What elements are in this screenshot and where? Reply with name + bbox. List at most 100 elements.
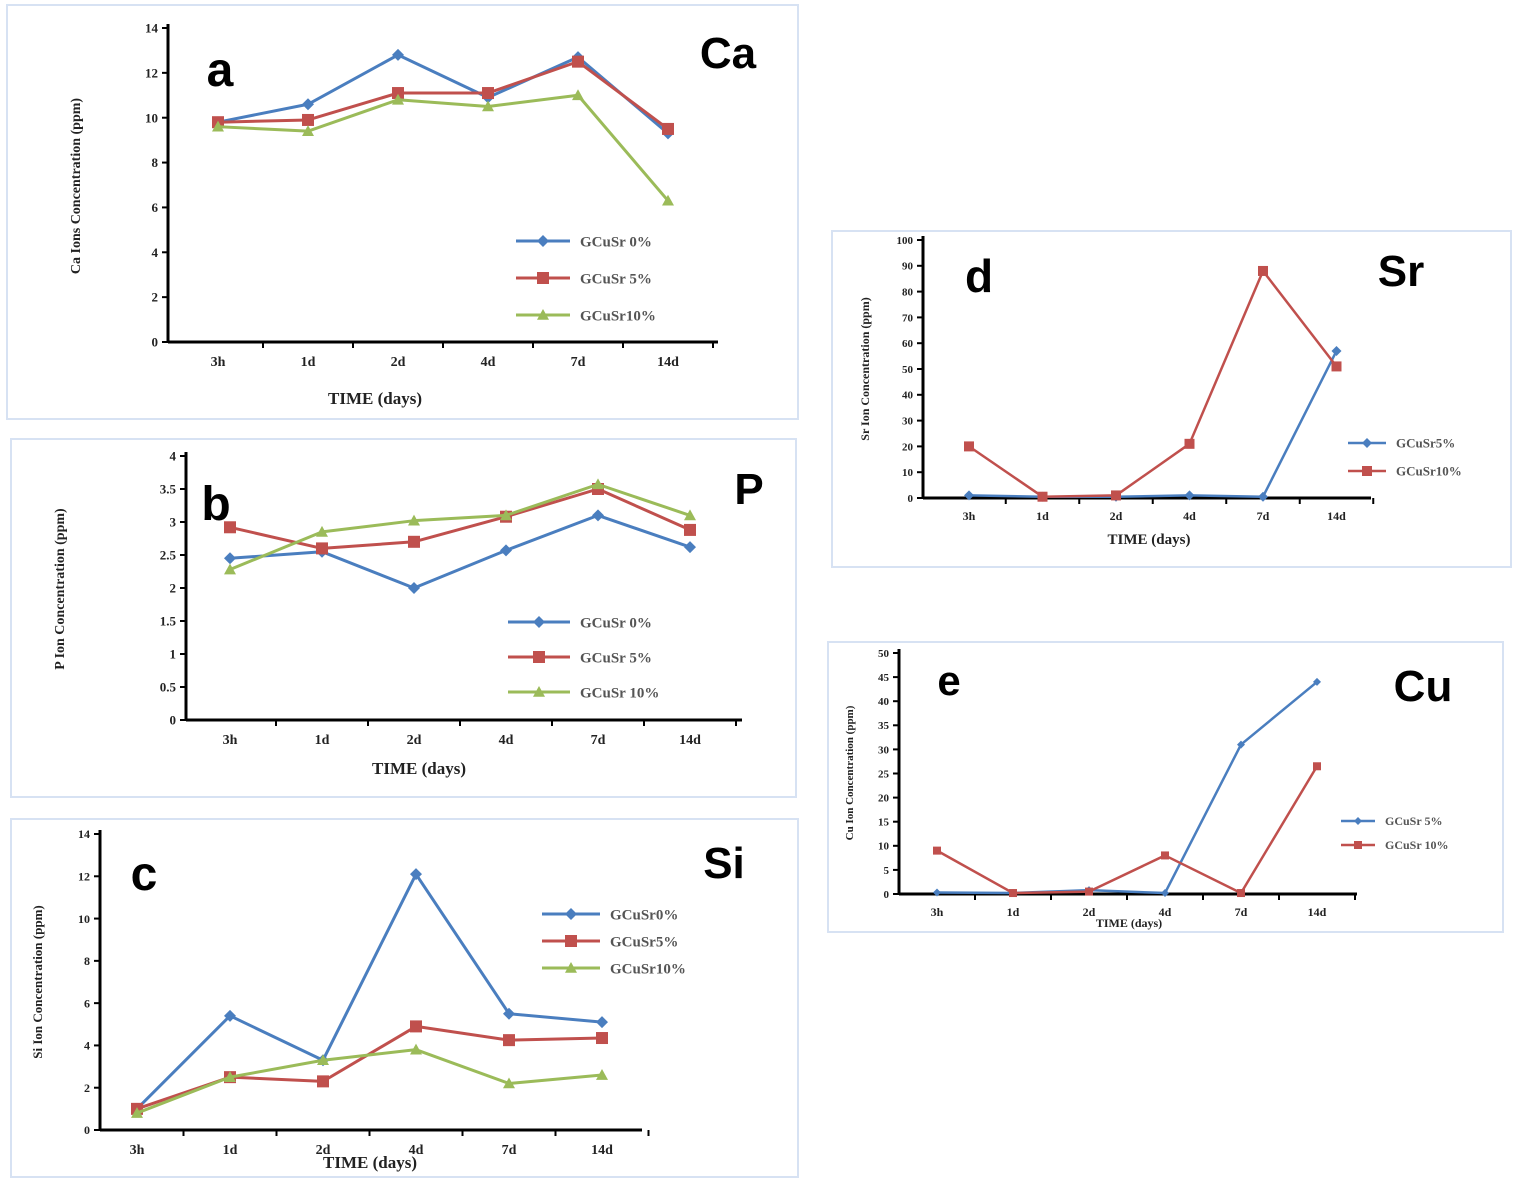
legend-label: GCuSr 0% (580, 615, 652, 631)
x-tick-label: 3h (211, 355, 226, 370)
legend-label: GCuSr5% (610, 934, 678, 950)
data-point (933, 846, 941, 855)
x-tick-label: 2d (1083, 905, 1096, 919)
series-gcusr5- (131, 1020, 608, 1115)
panel-b-p: 0 0.5 1 1.5 2 2.5 3 3.5 4 3h 1d 2d 4d 7d 14d TIME (days… (10, 438, 797, 798)
y-tick-label: 14 (78, 827, 90, 841)
x-tick-label: 14d (1308, 905, 1327, 919)
y-tick-label: 70 (902, 312, 914, 324)
y-tick-label: 0 (908, 493, 914, 505)
data-point (1161, 851, 1169, 860)
data-point (302, 98, 314, 111)
data-point (933, 888, 941, 897)
x-tick-label: 14d (591, 1143, 613, 1158)
y-tick-label: 10 (145, 110, 158, 125)
data-point (500, 509, 512, 521)
y-tick-label: 100 (897, 235, 914, 247)
legend-label: GCuSr10% (610, 961, 686, 977)
panel-d-sr: 0 10 20 30 40 50 60 70 80 90 100 3h 1d 2d 4d 7d 14d TIME … (831, 230, 1512, 568)
x-tick-label: 7d (571, 355, 586, 370)
element-label: Si (703, 839, 745, 888)
series-gcusr0- (131, 868, 608, 1115)
data-point (1184, 490, 1195, 501)
y-tick-label: 60 (902, 338, 914, 350)
data-point (1237, 740, 1245, 749)
legend-label: GCuSr0% (610, 907, 678, 923)
x-tick-label: 1d (1036, 509, 1049, 523)
panel-letter: b (201, 478, 230, 531)
data-point (1258, 491, 1268, 502)
series-line (936, 680, 1318, 895)
series-gcusr-0- (224, 509, 696, 594)
data-point (316, 542, 328, 555)
chart-cu: 0 5 10 15 20 25 30 35 40 45 50 3h 1d 2d 4d 7d 14d TIME (d… (844, 648, 1453, 930)
legend-label: GCuSr5% (1396, 436, 1455, 451)
panel-c-si: 0 2 4 6 8 10 12 14 3h 1d 2d 4d 7d 14d TIME (days) Si Io… (10, 818, 799, 1178)
legend-label: GCuSr 5% (1385, 814, 1442, 828)
data-point (392, 48, 404, 61)
legend-label: GCuSr10% (580, 308, 656, 324)
x-tick-label: 2d (391, 355, 406, 370)
data-point (408, 582, 420, 594)
y-tick-label: 1 (170, 647, 177, 662)
series-line (229, 513, 691, 590)
legend-entry: GCuSr10% (542, 961, 686, 977)
data-point (503, 1007, 515, 1020)
x-axis-title: TIME (days) (328, 389, 422, 408)
data-point (1009, 889, 1017, 898)
x-tick-label: 3h (223, 733, 238, 748)
legend-marker (533, 651, 545, 663)
series-line (217, 60, 669, 131)
data-point (572, 55, 584, 68)
y-tick-label: 0.5 (160, 680, 177, 695)
data-point (1331, 345, 1342, 356)
legend-entry: GCuSr 10% (508, 685, 659, 701)
y-tick-label: 30 (878, 744, 890, 756)
x-tick-label: 7d (1235, 905, 1248, 919)
y-tick-label: 2.5 (160, 548, 177, 563)
y-axis-title: Sr Ion Concentration (ppm) (858, 297, 872, 440)
x-tick-label: 1d (301, 355, 316, 370)
data-point (596, 1032, 608, 1045)
y-tick-label: 12 (145, 65, 158, 80)
series-line (135, 872, 603, 1110)
y-tick-label: 4 (84, 1039, 90, 1053)
y-tick-label: 35 (878, 720, 890, 732)
y-tick-label: 0 (170, 713, 177, 728)
y-tick-label: 20 (878, 792, 890, 804)
data-point (1085, 887, 1093, 896)
legend-marker (1362, 438, 1372, 448)
data-point (410, 1020, 422, 1033)
x-tick-label: 4d (409, 1143, 424, 1158)
y-tick-label: 0 (152, 335, 159, 350)
y-tick-label: 5 (884, 865, 890, 877)
panel-letter: c (131, 848, 158, 901)
y-tick-label: 80 (902, 286, 914, 298)
panel-e-cu: 0 5 10 15 20 25 30 35 40 45 50 3h 1d 2d 4d 7d 14d TIME (d… (827, 641, 1504, 933)
y-tick-label: 12 (78, 869, 90, 883)
y-tick-label: 0 (84, 1123, 90, 1137)
data-point (224, 521, 236, 534)
y-tick-label: 2 (170, 581, 177, 596)
y-tick-label: 14 (145, 21, 159, 36)
series-line (217, 53, 669, 135)
x-tick-label: 14d (657, 355, 679, 370)
legend-entry: GCuSr5% (542, 934, 678, 950)
data-point (212, 120, 224, 132)
y-axis-title: Ca Ions Concentration (ppm) (69, 98, 84, 275)
series-line (936, 765, 1319, 895)
data-point (1237, 889, 1245, 898)
y-tick-label: 40 (878, 696, 890, 708)
data-point (317, 1054, 329, 1066)
y-tick-label: 10 (78, 912, 90, 926)
y-tick-label: 15 (878, 817, 890, 829)
element-label: Cu (1394, 662, 1453, 711)
chart-sr: 0 10 20 30 40 50 60 70 80 90 100 3h 1d 2d 4d 7d 14d TIME … (858, 235, 1462, 548)
data-point (503, 1077, 515, 1089)
y-tick-label: 3.5 (160, 482, 177, 497)
series-gcusr10- (964, 265, 1342, 502)
element-label: Ca (700, 29, 757, 78)
panel-letter: e (937, 657, 960, 704)
data-point (662, 122, 674, 135)
series-gcusr10- (212, 89, 674, 206)
